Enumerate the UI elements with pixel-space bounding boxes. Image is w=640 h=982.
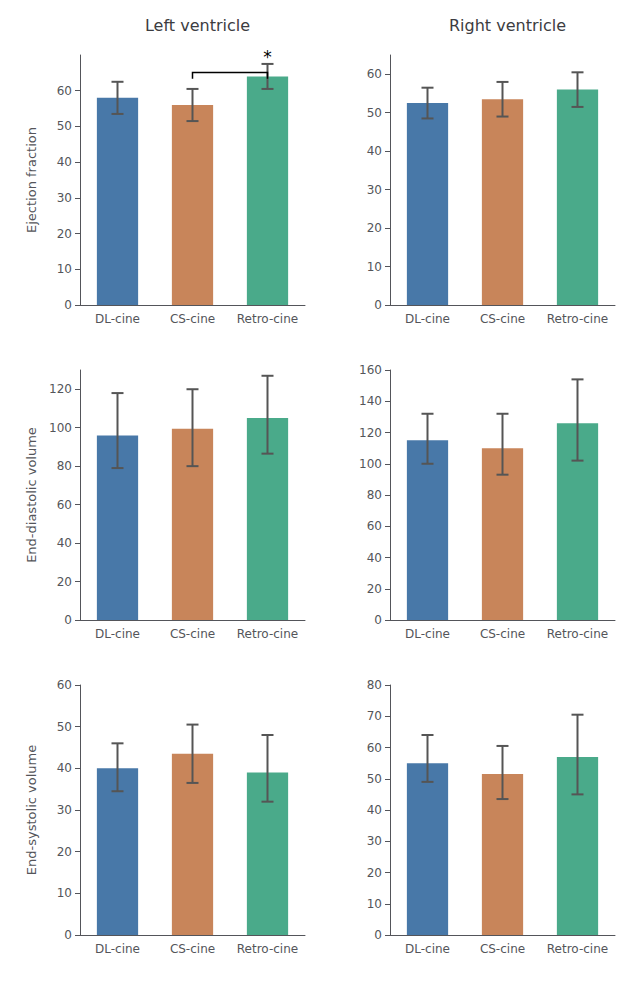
svg-text:Retro-cine: Retro-cine [547, 312, 608, 326]
svg-text:80: 80 [57, 459, 72, 473]
svg-text:20: 20 [367, 582, 382, 596]
svg-text:30: 30 [367, 834, 382, 848]
svg-text:CS-cine: CS-cine [170, 312, 215, 326]
svg-text:DL-cine: DL-cine [95, 627, 140, 641]
svg-text:80: 80 [367, 488, 382, 502]
svg-text:DL-cine: DL-cine [405, 627, 450, 641]
svg-text:CS-cine: CS-cine [170, 942, 215, 956]
svg-text:50: 50 [57, 119, 72, 133]
svg-text:100: 100 [359, 457, 382, 471]
svg-text:0: 0 [374, 613, 382, 627]
svg-text:Retro-cine: Retro-cine [547, 627, 608, 641]
svg-text:40: 40 [367, 803, 382, 817]
svg-text:60: 60 [57, 498, 72, 512]
svg-text:50: 50 [57, 720, 72, 734]
svg-text:30: 30 [57, 191, 72, 205]
svg-text:DL-cine: DL-cine [405, 942, 450, 956]
svg-text:20: 20 [57, 575, 72, 589]
svg-text:Retro-cine: Retro-cine [237, 942, 298, 956]
svg-text:0: 0 [64, 298, 72, 312]
svg-text:CS-cine: CS-cine [480, 627, 525, 641]
svg-text:120: 120 [359, 426, 382, 440]
svg-text:20: 20 [367, 221, 382, 235]
svg-text:40: 40 [57, 761, 72, 775]
svg-text:60: 60 [367, 741, 382, 755]
svg-text:60: 60 [57, 84, 72, 98]
svg-text:End-systolic volume: End-systolic volume [24, 745, 39, 875]
svg-text:10: 10 [57, 262, 72, 276]
svg-text:140: 140 [359, 394, 382, 408]
svg-text:20: 20 [57, 845, 72, 859]
svg-text:CS-cine: CS-cine [480, 942, 525, 956]
svg-text:40: 40 [367, 144, 382, 158]
svg-text:*: * [263, 47, 272, 67]
svg-text:Retro-cine: Retro-cine [237, 627, 298, 641]
svg-text:60: 60 [367, 67, 382, 81]
svg-text:Right ventricle: Right ventricle [449, 16, 566, 35]
svg-text:40: 40 [57, 155, 72, 169]
svg-text:70: 70 [367, 709, 382, 723]
svg-text:Retro-cine: Retro-cine [237, 312, 298, 326]
svg-text:30: 30 [57, 803, 72, 817]
svg-text:20: 20 [57, 227, 72, 241]
svg-text:80: 80 [367, 678, 382, 692]
svg-text:DL-cine: DL-cine [95, 312, 140, 326]
svg-text:120: 120 [49, 382, 72, 396]
svg-text:0: 0 [374, 298, 382, 312]
svg-text:CS-cine: CS-cine [170, 627, 215, 641]
svg-text:CS-cine: CS-cine [480, 312, 525, 326]
svg-text:20: 20 [367, 866, 382, 880]
svg-text:DL-cine: DL-cine [405, 312, 450, 326]
svg-text:DL-cine: DL-cine [95, 942, 140, 956]
svg-text:10: 10 [57, 886, 72, 900]
svg-text:50: 50 [367, 106, 382, 120]
svg-text:Retro-cine: Retro-cine [547, 942, 608, 956]
svg-text:Ejection fraction: Ejection fraction [24, 127, 39, 233]
svg-text:160: 160 [359, 363, 382, 377]
svg-text:30: 30 [367, 183, 382, 197]
svg-text:60: 60 [57, 678, 72, 692]
svg-text:10: 10 [367, 897, 382, 911]
svg-text:0: 0 [374, 928, 382, 942]
svg-text:0: 0 [64, 928, 72, 942]
svg-text:10: 10 [367, 260, 382, 274]
svg-text:40: 40 [57, 536, 72, 550]
svg-text:End-diastolic volume: End-diastolic volume [24, 427, 39, 563]
svg-text:Left ventricle: Left ventricle [145, 16, 250, 35]
svg-text:40: 40 [367, 551, 382, 565]
svg-text:0: 0 [64, 613, 72, 627]
svg-text:60: 60 [367, 519, 382, 533]
svg-text:50: 50 [367, 772, 382, 786]
svg-text:100: 100 [49, 421, 72, 435]
